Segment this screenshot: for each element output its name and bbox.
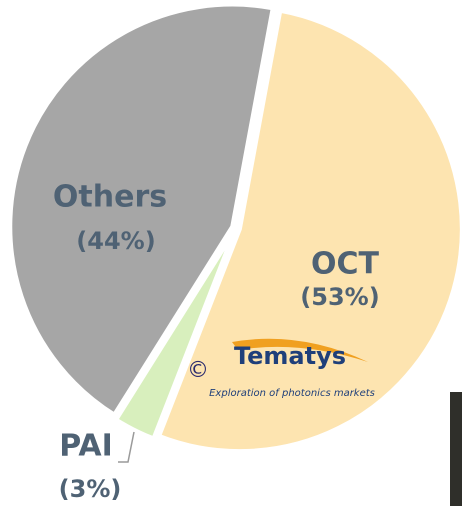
slice-label: OCT <box>311 247 380 282</box>
value-label: (53%) <box>300 283 379 311</box>
copyright: © <box>187 358 209 383</box>
slice-label: Others <box>53 180 167 215</box>
photo-fragment <box>450 392 462 506</box>
value-label: (44%) <box>76 227 155 255</box>
value-label: (3%) <box>59 475 122 503</box>
logo-text: Tematys <box>234 342 346 370</box>
leader-line <box>118 432 134 462</box>
slice-label: PAI <box>59 429 113 464</box>
logo-tagline: Exploration of photonics markets <box>209 388 375 399</box>
chart: © Tematys Exploration of photonics marke… <box>0 0 462 506</box>
